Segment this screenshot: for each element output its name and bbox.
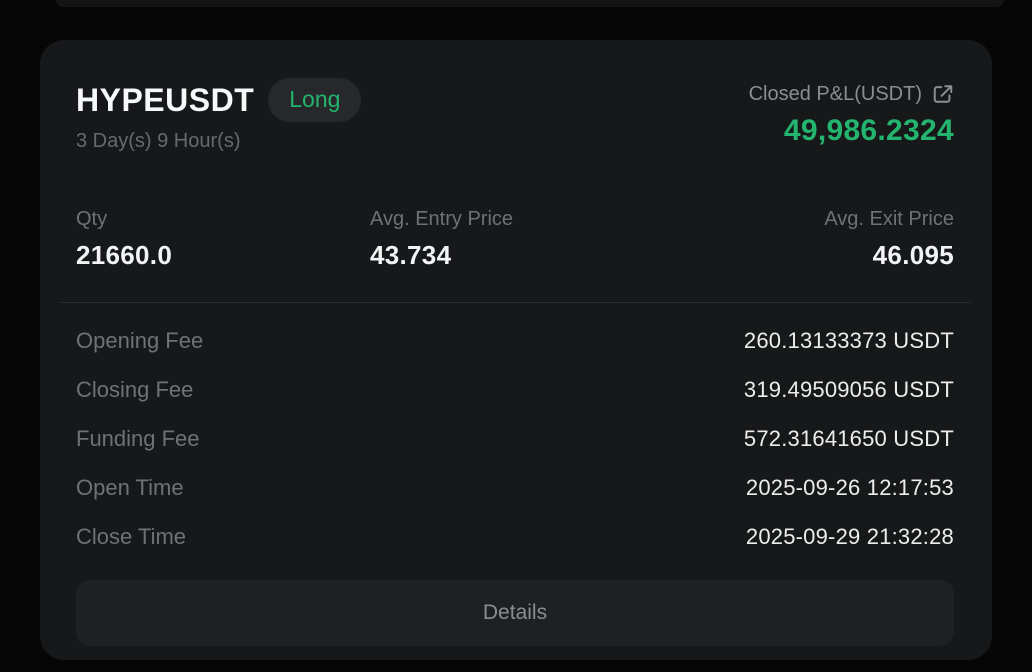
position-duration: 3 Day(s) 9 Hour(s) <box>76 130 241 152</box>
previous-card-bottom-edge <box>56 0 1004 7</box>
row-label: Opening Fee <box>76 327 204 353</box>
row-closing-fee: Closing Fee 319.49509056 USDT <box>76 365 954 414</box>
row-label: Funding Fee <box>76 425 200 451</box>
row-label: Closing Fee <box>76 376 194 402</box>
pnl-label-row: Closed P&L(USDT) <box>749 82 954 106</box>
row-value: 572.31641650 USDT <box>743 425 954 451</box>
row-label: Open Time <box>76 474 184 500</box>
row-close-time: Close Time 2025-09-29 21:32:28 <box>76 512 954 561</box>
symbol-title: HYPEUSDT <box>76 82 255 118</box>
stat-avg-exit-price: Avg. Exit Price 46.095 <box>824 207 954 270</box>
row-label: Close Time <box>76 523 187 549</box>
header-right: Closed P&L(USDT) 49,986.2324 <box>749 78 954 148</box>
row-value: 319.49509056 USDT <box>743 376 954 402</box>
divider <box>59 302 971 303</box>
row-value: 2025-09-29 21:32:28 <box>745 523 954 549</box>
closed-pnl-card: HYPEUSDT Long 3 Day(s) 9 Hour(s) Closed … <box>40 40 992 660</box>
closed-pnl-value: 49,986.2324 <box>783 114 954 147</box>
side-badge: Long <box>268 78 362 122</box>
stats-row: Qty 21660.0 Avg. Entry Price 43.734 Avg.… <box>76 207 954 270</box>
stat-label: Avg. Exit Price <box>824 208 954 230</box>
closed-pnl-label: Closed P&L(USDT) <box>748 83 922 105</box>
row-value: 260.13133373 USDT <box>743 327 954 353</box>
stat-label: Avg. Entry Price <box>370 208 514 230</box>
row-funding-fee: Funding Fee 572.31641650 USDT <box>76 414 954 463</box>
details-button[interactable]: Details <box>76 580 954 646</box>
stat-label: Qty <box>76 208 108 230</box>
stat-value: 43.734 <box>370 240 452 270</box>
stat-avg-entry-price: Avg. Entry Price 43.734 <box>370 207 824 270</box>
card-header: HYPEUSDT Long 3 Day(s) 9 Hour(s) Closed … <box>76 78 954 153</box>
stat-value: 21660.0 <box>76 240 173 270</box>
row-open-time: Open Time 2025-09-26 12:17:53 <box>76 463 954 512</box>
title-row: HYPEUSDT Long <box>76 78 362 122</box>
stat-value: 46.095 <box>872 240 954 270</box>
row-opening-fee: Opening Fee 260.13133373 USDT <box>76 316 954 365</box>
external-link-icon[interactable] <box>932 83 954 105</box>
row-value: 2025-09-26 12:17:53 <box>745 474 954 500</box>
header-left: HYPEUSDT Long 3 Day(s) 9 Hour(s) <box>76 78 362 153</box>
detail-rows: Opening Fee 260.13133373 USDT Closing Fe… <box>76 316 954 561</box>
stat-qty: Qty 21660.0 <box>76 207 370 270</box>
